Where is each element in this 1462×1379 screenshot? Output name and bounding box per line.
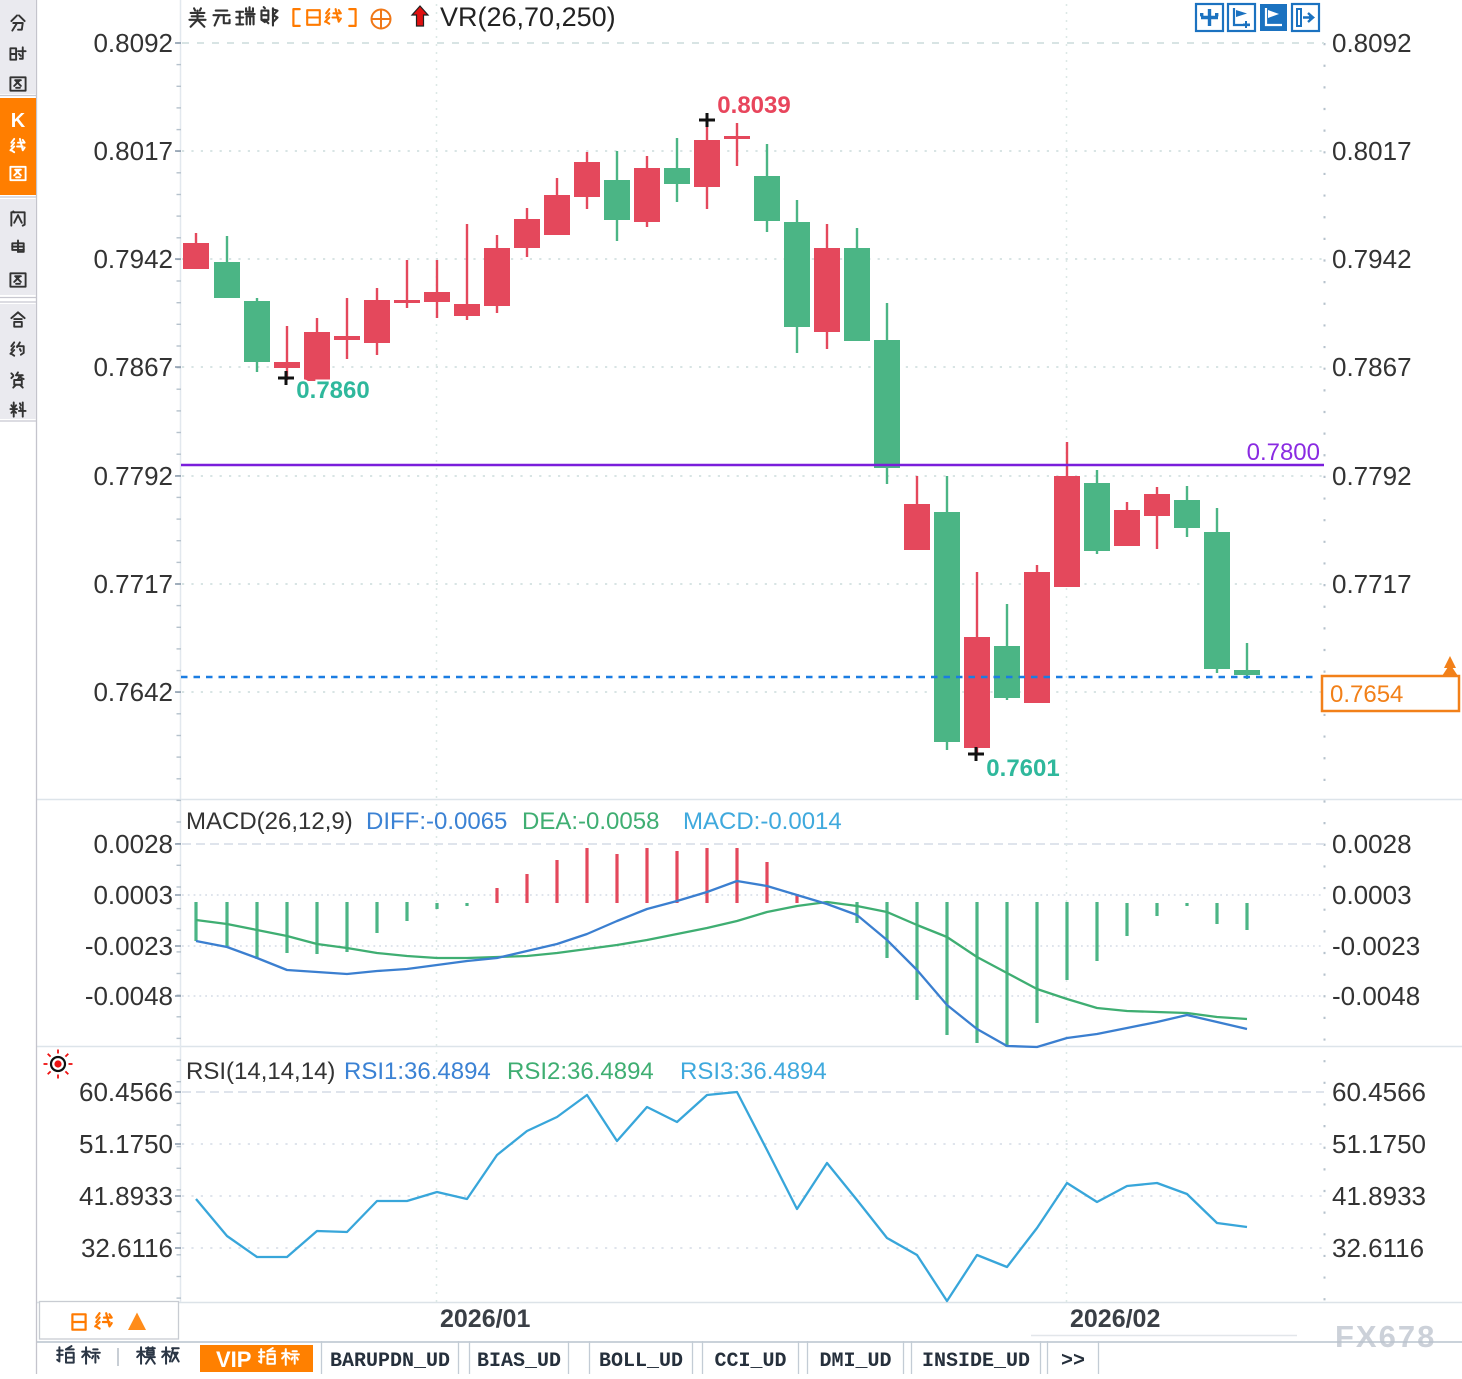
svg-text:DMI_UD: DMI_UD [819, 1350, 891, 1373]
svg-text:K: K [11, 110, 26, 132]
svg-text:0.7860: 0.7860 [296, 377, 369, 404]
svg-text:-0.0023: -0.0023 [1332, 931, 1420, 961]
svg-text:2026/01: 2026/01 [440, 1305, 530, 1333]
svg-text:32.6116: 32.6116 [1332, 1233, 1424, 1263]
svg-text:2026/02: 2026/02 [1070, 1305, 1160, 1333]
svg-text:DEA:-0.0058: DEA:-0.0058 [522, 808, 659, 835]
svg-text:VR(26,70,250): VR(26,70,250) [440, 2, 616, 32]
svg-text:-0.0048: -0.0048 [85, 981, 173, 1011]
svg-text:0.0028: 0.0028 [1332, 829, 1412, 859]
svg-text:RSI2:36.4894: RSI2:36.4894 [507, 1058, 654, 1085]
svg-text:0.7792: 0.7792 [1332, 461, 1412, 491]
svg-text:0.7867: 0.7867 [1332, 352, 1412, 382]
svg-text:0.7867: 0.7867 [93, 352, 173, 382]
svg-text:BARUPDN_UD: BARUPDN_UD [330, 1350, 450, 1373]
svg-text:0.7601: 0.7601 [986, 755, 1059, 782]
svg-text:0.7642: 0.7642 [93, 677, 173, 707]
svg-text:0.0003: 0.0003 [93, 880, 173, 910]
svg-text:DIFF:-0.0065: DIFF:-0.0065 [366, 808, 507, 835]
svg-text:BIAS_UD: BIAS_UD [477, 1350, 561, 1373]
svg-text:CCI_UD: CCI_UD [714, 1350, 786, 1373]
svg-text:60.4566: 60.4566 [1332, 1077, 1426, 1107]
svg-text:MACD(26,12,9): MACD(26,12,9) [186, 808, 353, 835]
svg-text:RSI(14,14,14): RSI(14,14,14) [186, 1058, 335, 1085]
svg-text:FX678: FX678 [1335, 1319, 1436, 1354]
svg-text:32.6116: 32.6116 [81, 1233, 173, 1263]
svg-text:0.7717: 0.7717 [1332, 569, 1412, 599]
svg-text:0.7654: 0.7654 [1330, 681, 1403, 708]
svg-text:0.0028: 0.0028 [93, 829, 173, 859]
svg-text:0.7942: 0.7942 [93, 244, 173, 274]
svg-text:0.8039: 0.8039 [717, 92, 790, 119]
svg-text:0.8092: 0.8092 [93, 28, 173, 58]
svg-text:0.8017: 0.8017 [93, 136, 173, 166]
svg-text:0.7800: 0.7800 [1247, 439, 1320, 466]
svg-text:0.8092: 0.8092 [1332, 28, 1412, 58]
svg-text:RSI1:36.4894: RSI1:36.4894 [344, 1058, 491, 1085]
svg-text:MACD:-0.0014: MACD:-0.0014 [683, 808, 842, 835]
svg-text:RSI3:36.4894: RSI3:36.4894 [680, 1058, 827, 1085]
svg-text:51.1750: 51.1750 [79, 1129, 173, 1159]
svg-text:-0.0023: -0.0023 [85, 931, 173, 961]
svg-text:0.7717: 0.7717 [93, 569, 173, 599]
svg-text:-0.0048: -0.0048 [1332, 981, 1420, 1011]
svg-text:0.7942: 0.7942 [1332, 244, 1412, 274]
svg-text:41.8933: 41.8933 [1332, 1181, 1426, 1211]
svg-text:51.1750: 51.1750 [1332, 1129, 1426, 1159]
svg-text:0.8017: 0.8017 [1332, 136, 1412, 166]
svg-text:VIP: VIP [216, 1347, 251, 1372]
svg-text:BOLL_UD: BOLL_UD [599, 1350, 683, 1373]
svg-text:0.7792: 0.7792 [93, 461, 173, 491]
svg-text:60.4566: 60.4566 [79, 1077, 173, 1107]
svg-text:0.0003: 0.0003 [1332, 880, 1412, 910]
svg-text:>>: >> [1061, 1350, 1085, 1373]
svg-text:INSIDE_UD: INSIDE_UD [922, 1350, 1030, 1373]
svg-text:41.8933: 41.8933 [79, 1181, 173, 1211]
